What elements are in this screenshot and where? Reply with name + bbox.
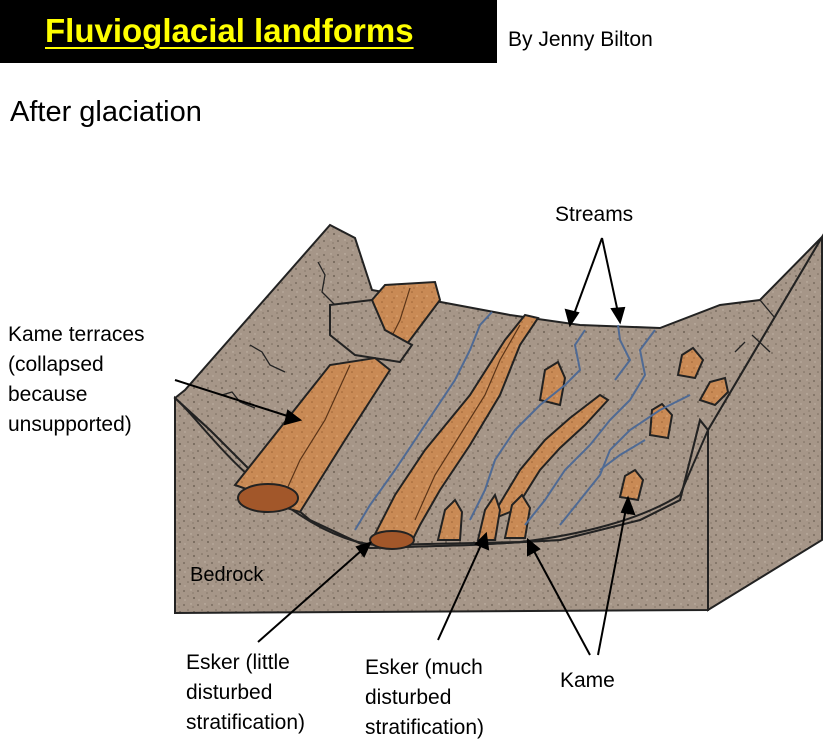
diagram-subtitle: After glaciation <box>10 96 202 128</box>
esker-little-disturbed <box>370 313 540 547</box>
page-title: Fluvioglacial landforms <box>45 12 414 49</box>
bedrock-right-face <box>707 233 823 612</box>
bedrock-label: Bedrock <box>190 564 264 586</box>
title-bar: Fluvioglacial landforms <box>0 0 497 63</box>
annotation-arrows <box>174 237 636 656</box>
streams <box>354 311 691 531</box>
streams-label: Streams <box>555 203 634 226</box>
kame-terraces-label: Kame terraces (collapsed because unsuppo… <box>8 323 145 436</box>
esker-much-disturbed <box>487 393 610 523</box>
kame-label: Kame <box>560 669 615 692</box>
esker-little-disturbed-label: Esker (little disturbed stratification) <box>186 651 306 734</box>
esker-much-disturbed-label: Esker (much disturbed stratification) <box>365 656 485 739</box>
author-credit: By Jenny Bilton <box>508 28 653 51</box>
kame-mounds <box>436 346 730 541</box>
